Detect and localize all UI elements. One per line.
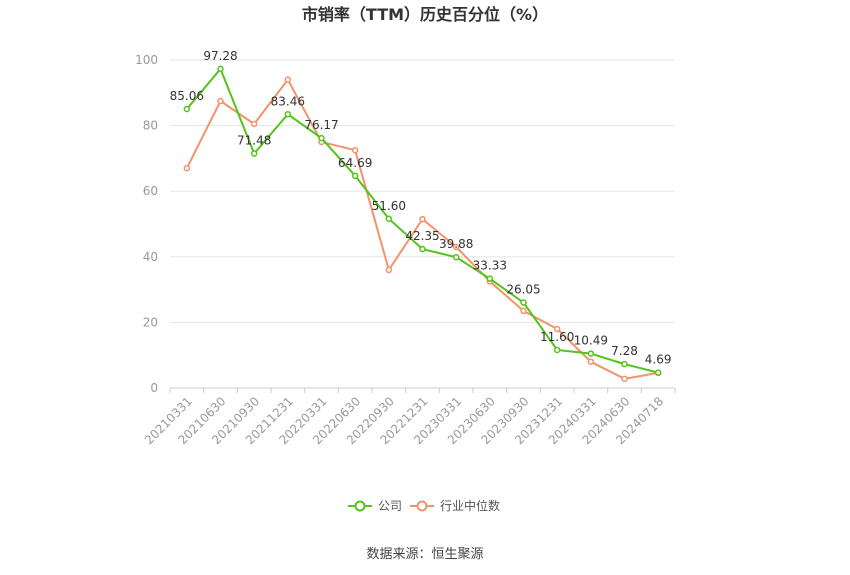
legend[interactable]: 公司 行业中位数 [348,498,500,513]
data-point[interactable] [183,164,191,172]
data-label: 26.05 [506,283,540,297]
y-tick-label: 0 [150,381,158,395]
data-point[interactable] [385,266,393,274]
legend-item-1[interactable]: 行业中位数 [410,498,500,513]
data-point[interactable] [520,307,527,315]
data-label: 33.33 [473,259,507,273]
data-label: 51.60 [372,199,406,213]
series-layer [183,65,662,383]
data-point[interactable] [452,253,460,261]
data-point[interactable] [452,243,460,251]
data-label: 76.17 [304,118,338,132]
data-label: 83.46 [271,94,305,108]
y-tick-label: 40 [143,250,158,264]
legend-label: 行业中位数 [440,498,500,513]
data-point[interactable] [217,97,224,105]
data-point[interactable] [520,299,527,306]
data-point[interactable] [587,350,595,357]
data-point[interactable] [553,346,561,354]
data-label: 7.28 [611,344,638,358]
source-note: 数据来源：恒生聚源 [366,547,483,562]
data-point[interactable] [183,105,191,113]
data-label: 97.28 [203,49,237,63]
data-point[interactable] [419,245,426,253]
data-label: 10.49 [574,334,608,348]
x-axis: 2021033120210630202109302021123120220331… [142,387,676,447]
data-point[interactable] [217,65,224,73]
data-point[interactable] [486,275,494,282]
data-labels: 85.06 97.28 71.48 83.46 76.17 64.69 51.60 42.35… [170,49,672,367]
y-tick-label: 60 [143,184,158,198]
data-point[interactable] [318,134,325,142]
legend-item-0[interactable]: 公司 [348,499,402,513]
data-label: 42.35 [405,229,439,243]
y-tick-label: 100 [135,53,158,67]
data-label: 64.69 [338,156,372,170]
data-point[interactable] [351,146,359,154]
data-point[interactable] [385,215,393,223]
data-point[interactable] [621,360,628,368]
legend-marker [416,500,428,512]
data-label: 11.60 [540,330,574,344]
data-point[interactable] [284,76,292,83]
data-point[interactable] [419,215,426,223]
data-label: 4.69 [645,353,672,367]
legend-label: 公司 [378,499,402,513]
chart-title: 市销率（TTM）历史百分位（%） [302,5,548,24]
data-point[interactable] [250,120,258,128]
y-tick-label: 80 [143,119,158,133]
data-point[interactable] [351,172,359,180]
data-point[interactable] [250,150,258,157]
data-point[interactable] [553,325,561,333]
data-label: 85.06 [170,89,204,103]
data-label: 71.48 [237,134,271,148]
data-point[interactable] [621,375,628,383]
grid [170,59,675,323]
y-tick-label: 20 [143,315,158,329]
data-point[interactable] [654,369,662,376]
y-axis: 0 20 40 60 80 100 [135,53,158,395]
data-label: 39.88 [439,237,473,251]
data-point[interactable] [587,358,595,366]
data-point[interactable] [284,111,292,118]
legend-marker [354,500,366,512]
